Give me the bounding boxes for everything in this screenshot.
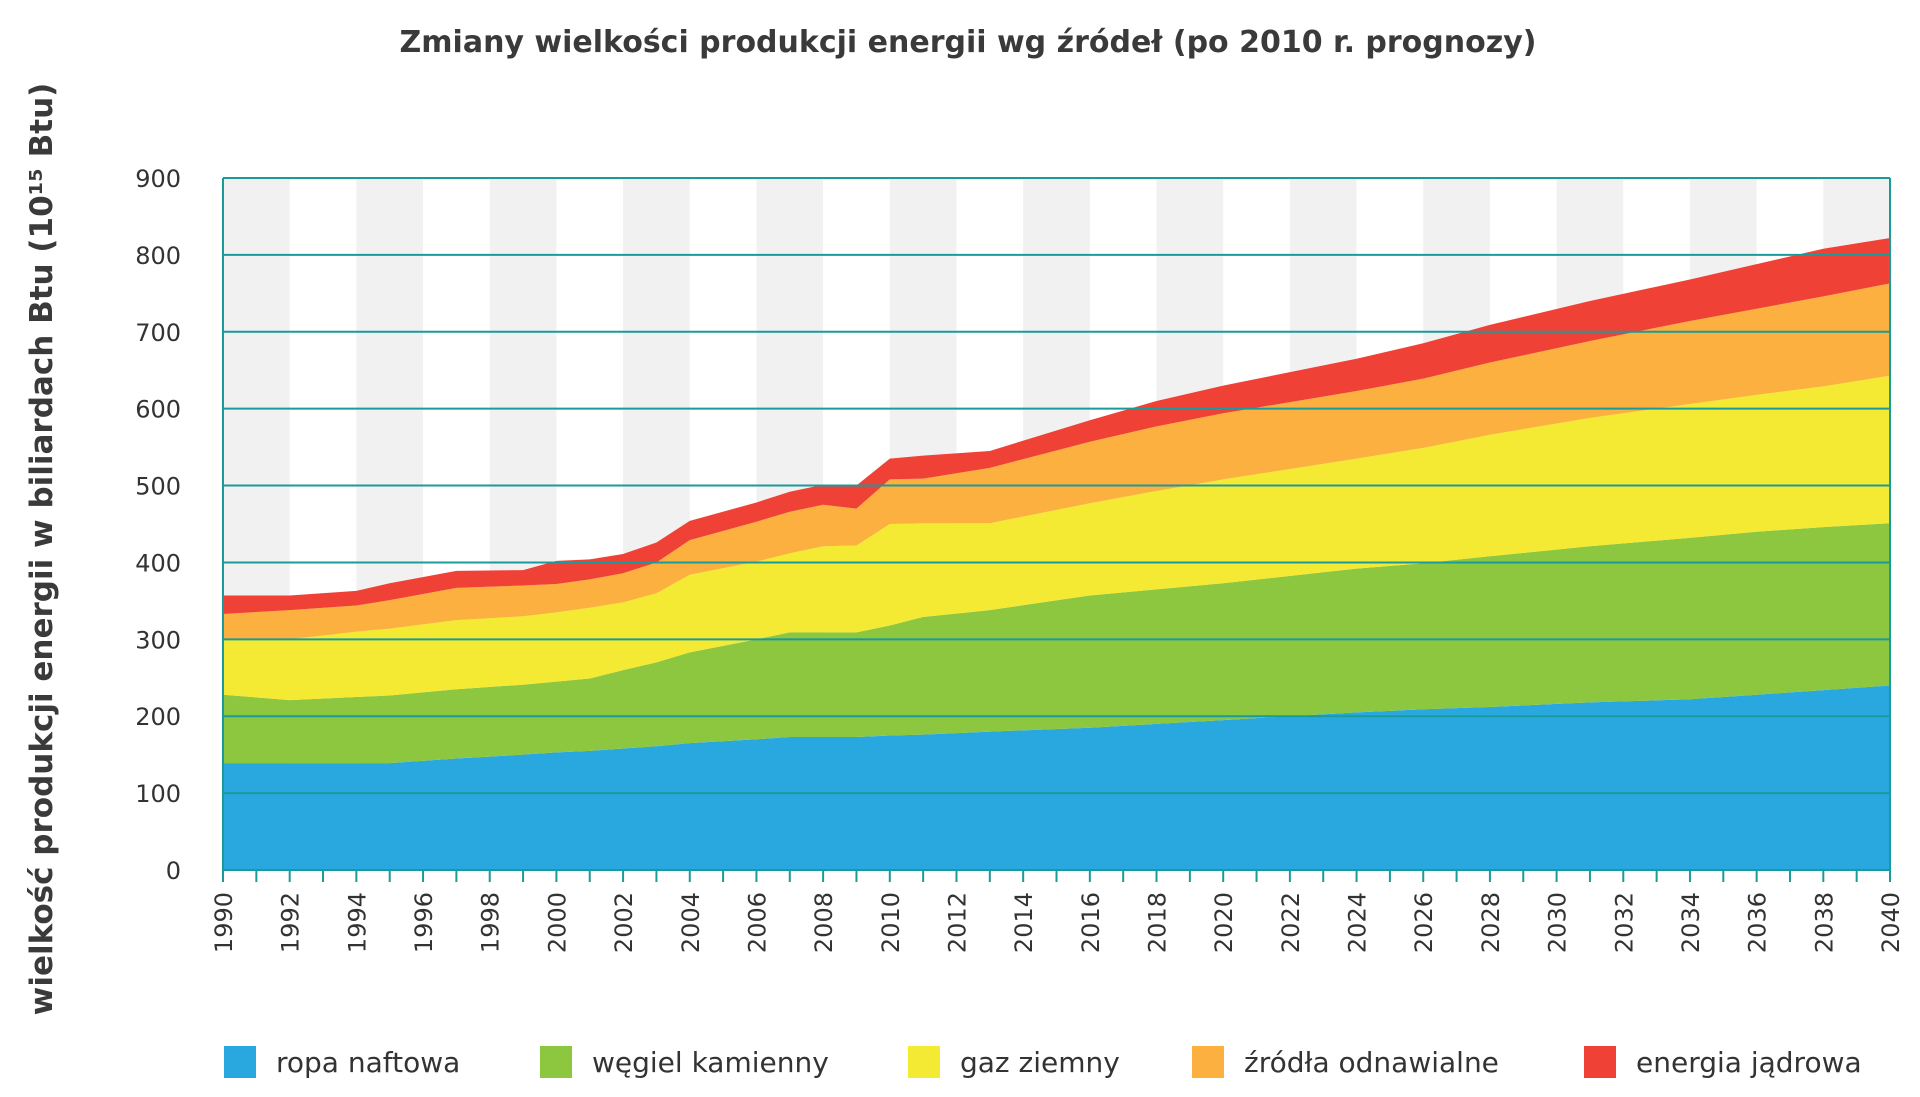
x-tick-label: 2008 <box>810 892 838 953</box>
legend-label: ropa naftowa <box>276 1046 460 1079</box>
x-tick-label: 2026 <box>1410 892 1438 953</box>
y-tick-label: 100 <box>135 780 181 808</box>
x-ticks: 1990 1992 1994 1996 1998 2000 2002 2004 2006 2008… <box>210 870 1905 953</box>
x-tick-label: 2010 <box>877 892 905 953</box>
legend-label: źródła odnawialne <box>1244 1046 1499 1079</box>
chart-title: Zmiany wielkości produkcji energii wg źr… <box>400 25 1537 60</box>
x-tick-label: 2006 <box>743 892 771 953</box>
legend-label: węgiel kamienny <box>592 1046 829 1079</box>
legend: ropa naftowa węgiel kamienny gaz ziemny źró… <box>224 1046 1862 1079</box>
y-tick-label: 800 <box>135 242 181 270</box>
y-tick-label: 0 <box>166 857 181 885</box>
legend-swatch <box>224 1046 256 1078</box>
legend-swatch <box>1192 1046 1224 1078</box>
x-tick-label: 1998 <box>477 892 505 953</box>
x-tick-label: 2030 <box>1544 892 1572 953</box>
y-tick-label: 600 <box>135 396 181 424</box>
legend-label: gaz ziemny <box>960 1046 1120 1079</box>
x-tick-label: 1992 <box>277 892 305 953</box>
y-tick-label: 300 <box>135 626 181 654</box>
x-tick-label: 2022 <box>1277 892 1305 953</box>
x-tick-label: 2002 <box>610 892 638 953</box>
x-tick-label: 2032 <box>1610 892 1638 953</box>
x-tick-label: 2014 <box>1010 892 1038 953</box>
x-tick-label: 2036 <box>1744 892 1772 953</box>
y-ticks: 0 100 200 300 400 500 600 700 800 900 <box>135 165 181 885</box>
y-axis-label: wielkość produkcji energii w biliardach … <box>24 83 60 1016</box>
x-tick-label: 2038 <box>1810 892 1838 953</box>
legend-swatch <box>1584 1046 1616 1078</box>
area-series <box>223 523 1890 764</box>
x-tick-label: 2028 <box>1477 892 1505 953</box>
x-tick-label: 2040 <box>1877 892 1905 953</box>
y-tick-label: 500 <box>135 473 181 501</box>
area-series <box>223 375 1890 701</box>
legend-swatch <box>908 1046 940 1078</box>
legend-swatch <box>540 1046 572 1078</box>
x-tick-label: 2012 <box>943 892 971 953</box>
legend-label: energia jądrowa <box>1636 1046 1862 1079</box>
x-tick-label: 2020 <box>1210 892 1238 953</box>
x-tick-label: 2016 <box>1077 892 1105 953</box>
y-tick-label: 700 <box>135 319 181 347</box>
x-tick-label: 2018 <box>1144 892 1172 953</box>
x-tick-label: 2000 <box>543 892 571 953</box>
y-tick-label: 400 <box>135 549 181 577</box>
x-tick-label: 1994 <box>343 892 371 953</box>
area-series <box>223 283 1890 640</box>
y-tick-label: 200 <box>135 703 181 731</box>
x-tick-label: 2004 <box>677 892 705 953</box>
x-tick-label: 2024 <box>1344 892 1372 953</box>
y-tick-label: 900 <box>135 165 181 193</box>
x-tick-label: 2034 <box>1677 892 1705 953</box>
x-tick-label: 1996 <box>410 892 438 953</box>
x-tick-label: 1990 <box>210 892 238 953</box>
grid-lines <box>223 177 1890 795</box>
area-series <box>223 685 1890 870</box>
